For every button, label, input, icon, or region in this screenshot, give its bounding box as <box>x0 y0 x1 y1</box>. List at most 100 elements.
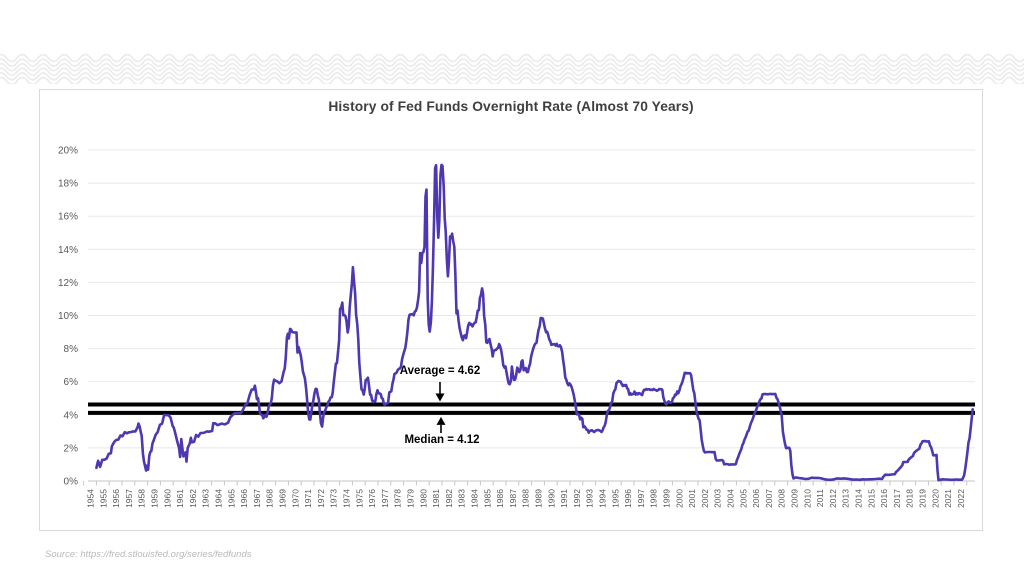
chart-panel <box>39 89 983 531</box>
svg-text:8%: 8% <box>64 344 79 355</box>
svg-text:1989: 1989 <box>534 489 544 508</box>
svg-text:1996: 1996 <box>623 489 633 508</box>
svg-text:2009: 2009 <box>790 489 800 508</box>
svg-text:1986: 1986 <box>495 489 505 508</box>
svg-text:2017: 2017 <box>892 489 902 508</box>
svg-text:1959: 1959 <box>150 489 160 508</box>
svg-text:2004: 2004 <box>726 489 736 508</box>
svg-text:1992: 1992 <box>572 489 582 508</box>
svg-text:2016: 2016 <box>879 489 889 508</box>
svg-text:1970: 1970 <box>290 489 300 508</box>
svg-text:18%: 18% <box>58 179 78 190</box>
svg-text:2012: 2012 <box>828 489 838 508</box>
svg-text:1966: 1966 <box>239 489 249 508</box>
svg-text:1971: 1971 <box>303 489 313 508</box>
svg-text:10%: 10% <box>58 311 78 322</box>
svg-text:2015: 2015 <box>866 489 876 508</box>
svg-text:2005: 2005 <box>738 489 748 508</box>
svg-text:1962: 1962 <box>188 489 198 508</box>
svg-text:1974: 1974 <box>342 489 352 508</box>
svg-text:1965: 1965 <box>226 489 236 508</box>
annotation-arrows <box>435 382 446 433</box>
average-annotation-label: Average = 4.62 <box>399 365 481 377</box>
svg-text:1981: 1981 <box>431 489 441 508</box>
svg-text:1968: 1968 <box>265 489 275 508</box>
wave-pattern-decoration <box>0 54 1024 84</box>
svg-text:1984: 1984 <box>470 489 480 508</box>
svg-text:1982: 1982 <box>444 489 454 508</box>
svg-text:1997: 1997 <box>636 489 646 508</box>
wave-row <box>0 54 1024 63</box>
svg-text:1978: 1978 <box>393 489 403 508</box>
svg-text:12%: 12% <box>58 278 78 289</box>
svg-text:1967: 1967 <box>252 489 262 508</box>
svg-text:2019: 2019 <box>918 489 928 508</box>
svg-text:2001: 2001 <box>687 489 697 508</box>
svg-text:1980: 1980 <box>418 489 428 508</box>
svg-text:1957: 1957 <box>124 489 134 508</box>
svg-text:1963: 1963 <box>201 489 211 508</box>
svg-text:1961: 1961 <box>175 489 185 508</box>
svg-text:2006: 2006 <box>751 489 761 508</box>
svg-text:2002: 2002 <box>700 489 710 508</box>
svg-text:1991: 1991 <box>559 489 569 508</box>
svg-text:1983: 1983 <box>457 489 467 508</box>
svg-text:2010: 2010 <box>802 489 812 508</box>
svg-text:4%: 4% <box>64 410 79 421</box>
median-annotation-label: Median = 4.12 <box>404 434 480 446</box>
svg-text:2021: 2021 <box>943 489 953 508</box>
svg-text:1954: 1954 <box>86 489 96 508</box>
svg-text:2020: 2020 <box>930 489 940 508</box>
svg-text:2000: 2000 <box>674 489 684 508</box>
reference-lines <box>88 402 975 415</box>
wave-row <box>0 72 1024 81</box>
svg-text:1975: 1975 <box>354 489 364 508</box>
svg-text:2022: 2022 <box>956 489 966 508</box>
svg-text:1969: 1969 <box>278 489 288 508</box>
wave-row <box>0 58 1024 67</box>
svg-text:0%: 0% <box>64 477 79 488</box>
svg-text:2007: 2007 <box>764 489 774 508</box>
svg-text:16%: 16% <box>58 212 78 223</box>
svg-text:1998: 1998 <box>649 489 659 508</box>
svg-text:1999: 1999 <box>662 489 672 508</box>
svg-text:20%: 20% <box>58 146 78 157</box>
x-axis <box>83 480 975 486</box>
svg-text:2%: 2% <box>64 443 79 454</box>
svg-text:1993: 1993 <box>585 489 595 508</box>
svg-text:1990: 1990 <box>546 489 556 508</box>
svg-text:1973: 1973 <box>329 489 339 508</box>
svg-text:1988: 1988 <box>521 489 531 508</box>
svg-text:14%: 14% <box>58 245 78 256</box>
svg-text:1979: 1979 <box>406 489 416 508</box>
svg-text:1972: 1972 <box>316 489 326 508</box>
svg-text:1955: 1955 <box>98 489 108 508</box>
svg-text:1976: 1976 <box>367 489 377 508</box>
svg-text:1994: 1994 <box>598 489 608 508</box>
wave-row <box>0 67 1024 77</box>
svg-text:1964: 1964 <box>214 489 224 508</box>
svg-text:1977: 1977 <box>380 489 390 508</box>
svg-text:2003: 2003 <box>713 489 723 508</box>
svg-text:2018: 2018 <box>905 489 915 508</box>
svg-text:1960: 1960 <box>162 489 172 508</box>
svg-text:2014: 2014 <box>854 489 864 508</box>
svg-text:1995: 1995 <box>610 489 620 508</box>
y-axis-labels: 0% 2% 4% 6% 8% 10% 12% 14% 16% 18% 20% <box>58 146 78 488</box>
source-note: Source: https://fred.stlouisfed.org/seri… <box>45 549 252 560</box>
x-axis-labels: 1954 1955 1956 1957 1958 1959 1960 1961 1962 1963… <box>86 489 966 508</box>
svg-text:2013: 2013 <box>841 489 851 508</box>
svg-text:6%: 6% <box>64 377 79 388</box>
svg-text:2011: 2011 <box>815 489 825 508</box>
wave-row <box>0 76 1024 84</box>
wave-row <box>0 62 1024 72</box>
fed-funds-rate-series <box>95 163 974 482</box>
svg-text:1987: 1987 <box>508 489 518 508</box>
svg-text:1985: 1985 <box>482 489 492 508</box>
chart-title: History of Fed Funds Overnight Rate (Alm… <box>328 99 694 114</box>
svg-text:2008: 2008 <box>777 489 787 508</box>
svg-text:1956: 1956 <box>111 489 121 508</box>
svg-text:1958: 1958 <box>137 489 147 508</box>
